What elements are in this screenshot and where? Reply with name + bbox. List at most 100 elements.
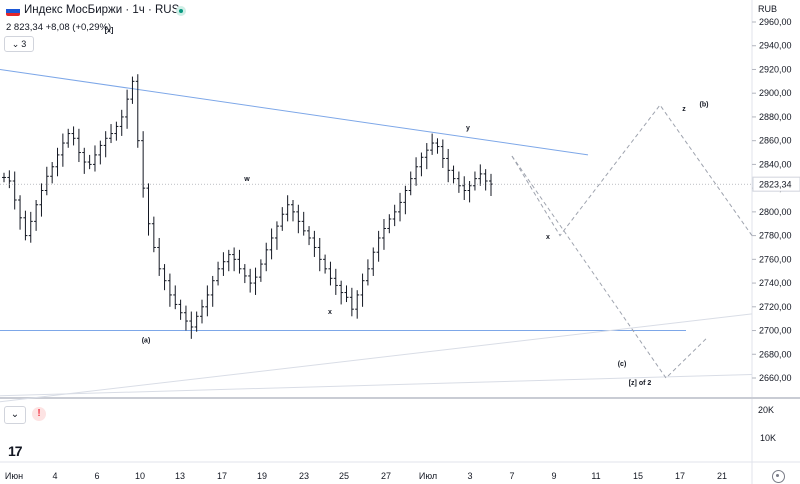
ohlc-bar — [210, 275, 215, 307]
y-tick-label: 2780,00 — [759, 231, 792, 241]
ohlc-bar — [381, 218, 386, 250]
wave-label: [x] — [105, 28, 114, 35]
ohlc-bar — [226, 249, 231, 272]
trendlines — [0, 68, 753, 403]
price-change: 2 823,34 +8,08 (+0,29%) — [6, 22, 112, 33]
wave-label: x — [328, 309, 332, 316]
x-tick-label: 17 — [675, 471, 685, 481]
ohlc-bar — [44, 166, 49, 196]
y-tick-label: 2720,00 — [759, 302, 792, 312]
ohlc-bar — [183, 305, 188, 331]
time-axis: Июн 4 6 10 13 17 19 23 25 27 Июл 3 7 9 11 15 17 21 — [5, 471, 727, 481]
x-tick-label: 13 — [175, 471, 185, 481]
ohlc-bar — [290, 200, 295, 222]
tradingview-logo[interactable]: 17 — [8, 443, 23, 459]
ohlc-bar — [339, 280, 344, 305]
x-tick-label: 6 — [94, 471, 99, 481]
ohlc-bar — [414, 157, 419, 186]
volume-pane: ⌄ ! — [0, 402, 752, 462]
ohlc-bar — [200, 299, 205, 324]
projection-path — [511, 155, 707, 379]
ohlc-bar — [451, 165, 456, 184]
x-tick-label: Июн — [5, 471, 23, 481]
y-tick-label: 2680,00 — [759, 349, 792, 359]
x-tick-label: 3 — [467, 471, 472, 481]
ohlc-bar — [119, 109, 124, 136]
ohlc-bar — [435, 138, 440, 154]
x-tick-label: 9 — [551, 471, 556, 481]
wave-label: x — [546, 234, 550, 241]
ohlc-bar — [76, 128, 81, 163]
ohlc-bar — [403, 185, 408, 215]
ohlc-bar — [274, 221, 279, 250]
wave-label: [z] of 2 — [629, 380, 652, 387]
ohlc-bar — [253, 267, 258, 295]
ohlc-bar — [424, 143, 429, 170]
ohlc-bar — [103, 131, 108, 158]
russia-flag-icon — [6, 6, 20, 16]
ohlc-bar — [344, 285, 349, 303]
ohlc-bar — [146, 183, 151, 236]
ohlc-bar — [483, 169, 488, 191]
ohlc-bar — [66, 128, 71, 148]
ohlc-bar — [301, 211, 306, 236]
wave-label: (b) — [700, 101, 709, 108]
ohlc-bar — [285, 195, 290, 222]
currency-label[interactable]: RUB — [758, 4, 778, 14]
chart-header: Индекс МосБиржи · 1ч · RUS 2 823,34 +8,0… — [0, 0, 752, 56]
gear-icon[interactable] — [772, 470, 785, 483]
ohlc-bar — [232, 247, 237, 272]
y-tick-label: 2740,00 — [759, 278, 792, 288]
x-tick-label: 23 — [299, 471, 309, 481]
ohlc-bar — [489, 173, 493, 197]
ohlc-bar — [467, 181, 472, 203]
ohlc-bar — [71, 126, 76, 146]
ohlc-bar — [478, 164, 483, 186]
x-tick-label: 21 — [717, 471, 727, 481]
ohlc-bar — [258, 259, 263, 282]
ohlc-bar — [135, 74, 140, 148]
ohlc-bar — [456, 171, 461, 193]
last-price-badge — [752, 176, 800, 192]
ohlc-bar — [18, 195, 23, 230]
exclamation-icon[interactable]: ! — [32, 407, 46, 421]
ohlc-bar — [237, 249, 242, 274]
y-tick-label: 2660,00 — [759, 373, 792, 383]
ohlc-bar — [151, 216, 156, 253]
y-tick-label: 2960,00 — [759, 17, 792, 27]
ohlc-bar — [333, 268, 338, 295]
trendline — [0, 373, 753, 397]
x-tick-label: 27 — [381, 471, 391, 481]
ohlc-bar — [92, 145, 97, 172]
ohlc-bar — [167, 273, 172, 307]
ohlc-bar — [50, 162, 55, 184]
chevron-down-icon[interactable]: ⌄ — [4, 406, 26, 424]
ohlc-bar — [408, 171, 413, 196]
ohlc-bar — [39, 183, 44, 217]
status-dot-icon — [176, 6, 186, 16]
ohlc-bar — [141, 131, 146, 198]
price-axis: 2960,00 2940,00 2920,00 2900,00 2880,00 2860,… — [0, 17, 800, 383]
indicator-count: 3 — [21, 39, 27, 49]
ohlc-bar — [189, 311, 194, 339]
ohlc-bar — [440, 139, 445, 168]
indicators-collapse-button[interactable]: ⌄ 3 — [4, 36, 34, 52]
ohlc-bar — [376, 230, 381, 262]
ohlc-bar — [109, 124, 114, 144]
ohlc-bar — [323, 254, 328, 274]
ohlc-bar — [349, 287, 354, 317]
ohlc-bar — [307, 226, 312, 246]
ohlc-bar — [242, 264, 247, 284]
ohlc-bar — [365, 259, 370, 286]
x-tick-label: Июл — [419, 471, 437, 481]
wave-label: z — [682, 106, 686, 113]
ohlc-bar — [23, 210, 28, 241]
ohlc-bar — [462, 176, 467, 200]
symbol-title[interactable]: Индекс МосБиржи · 1ч · RUS — [24, 4, 180, 16]
ohlc-bar — [178, 299, 183, 320]
wave-label: y — [466, 125, 470, 132]
ohlc-bar — [387, 214, 392, 234]
y-tick-label: 2920,00 — [759, 64, 792, 74]
x-tick-label: 17 — [217, 471, 227, 481]
